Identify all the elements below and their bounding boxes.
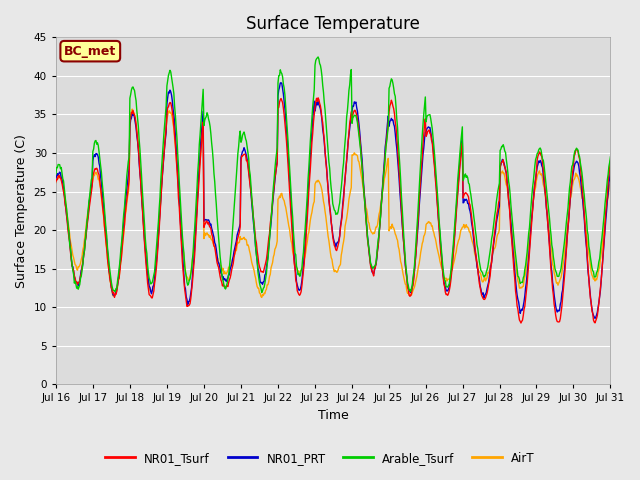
Line: NR01_PRT: NR01_PRT bbox=[56, 83, 611, 318]
AirT bbox=[119, 238, 127, 243]
Line: AirT: AirT bbox=[56, 109, 611, 298]
NR01_PRT bbox=[62, 205, 70, 211]
NR01_Tsurf bbox=[314, 95, 322, 101]
Line: NR01_Tsurf: NR01_Tsurf bbox=[56, 98, 611, 323]
AirT bbox=[258, 295, 266, 300]
NR01_PRT bbox=[175, 197, 183, 203]
NR01_Tsurf bbox=[205, 219, 212, 225]
AirT bbox=[205, 234, 213, 240]
NR01_Tsurf bbox=[418, 162, 426, 168]
NR01_Tsurf bbox=[517, 320, 525, 326]
X-axis label: Time: Time bbox=[318, 409, 349, 422]
Arable_Tsurf bbox=[119, 221, 127, 227]
AirT bbox=[62, 201, 70, 207]
NR01_Tsurf bbox=[62, 205, 70, 211]
NR01_PRT bbox=[277, 80, 285, 85]
NR01_PRT bbox=[418, 172, 426, 178]
NR01_PRT bbox=[52, 176, 60, 181]
NR01_Tsurf bbox=[401, 261, 409, 266]
AirT bbox=[402, 282, 410, 288]
Arable_Tsurf bbox=[402, 265, 410, 271]
NR01_PRT bbox=[205, 217, 212, 223]
Arable_Tsurf bbox=[419, 132, 426, 138]
Arable_Tsurf bbox=[175, 179, 183, 185]
NR01_Tsurf bbox=[175, 204, 183, 210]
Text: BC_met: BC_met bbox=[64, 45, 116, 58]
Arable_Tsurf bbox=[258, 289, 266, 295]
Arable_Tsurf bbox=[314, 54, 322, 60]
Line: Arable_Tsurf: Arable_Tsurf bbox=[56, 57, 611, 292]
Arable_Tsurf bbox=[62, 201, 70, 206]
Arable_Tsurf bbox=[52, 171, 60, 177]
NR01_PRT bbox=[119, 228, 127, 234]
AirT bbox=[52, 180, 60, 186]
NR01_PRT bbox=[401, 262, 409, 267]
NR01_Tsurf bbox=[119, 236, 127, 241]
Arable_Tsurf bbox=[205, 116, 212, 122]
AirT bbox=[176, 205, 184, 211]
NR01_PRT bbox=[591, 315, 599, 321]
NR01_Tsurf bbox=[607, 158, 614, 164]
Arable_Tsurf bbox=[607, 154, 614, 160]
Legend: NR01_Tsurf, NR01_PRT, Arable_Tsurf, AirT: NR01_Tsurf, NR01_PRT, Arable_Tsurf, AirT bbox=[100, 447, 540, 469]
Y-axis label: Surface Temperature (C): Surface Temperature (C) bbox=[15, 134, 28, 288]
NR01_PRT bbox=[607, 167, 614, 173]
NR01_Tsurf bbox=[52, 179, 60, 185]
AirT bbox=[129, 106, 136, 112]
AirT bbox=[419, 240, 426, 246]
AirT bbox=[607, 180, 614, 185]
Title: Surface Temperature: Surface Temperature bbox=[246, 15, 420, 33]
